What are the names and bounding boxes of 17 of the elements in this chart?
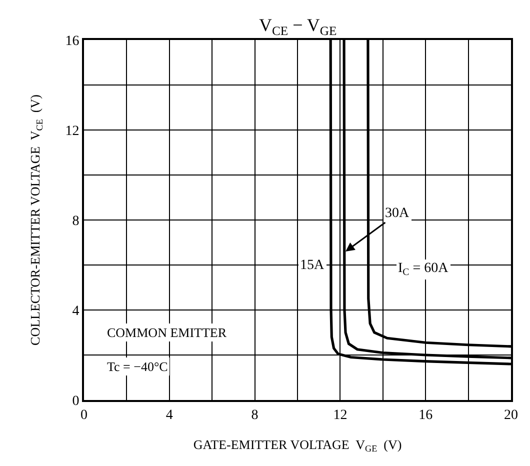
x-tick-label: 12 <box>333 408 348 423</box>
x-tick-label: 8 <box>251 408 258 423</box>
annotation: 30A <box>385 206 410 221</box>
annotation: Tc = −40°C <box>107 359 168 374</box>
y-tick-label: 16 <box>65 34 80 49</box>
chart-title: V$_{CE}$ − V$_{GE}$ <box>259 15 338 38</box>
x-tick-label: 16 <box>418 408 433 423</box>
annotation: COMMON EMITTER <box>107 325 227 340</box>
x-tick-label: 4 <box>166 408 173 423</box>
y-tick-label: 4 <box>72 304 80 319</box>
y-tick-label: 0 <box>72 394 80 409</box>
x-axis-title: GATE-EMITTER VOLTAGE V$_{GE}$ (V) <box>193 436 402 454</box>
y-tick-label: 8 <box>72 214 80 229</box>
annotation: 15A <box>300 258 325 273</box>
x-tick-label: 20 <box>504 408 518 423</box>
annotation: I$_{C}$ = 60A <box>398 261 450 278</box>
y-tick-label: 12 <box>65 124 80 139</box>
